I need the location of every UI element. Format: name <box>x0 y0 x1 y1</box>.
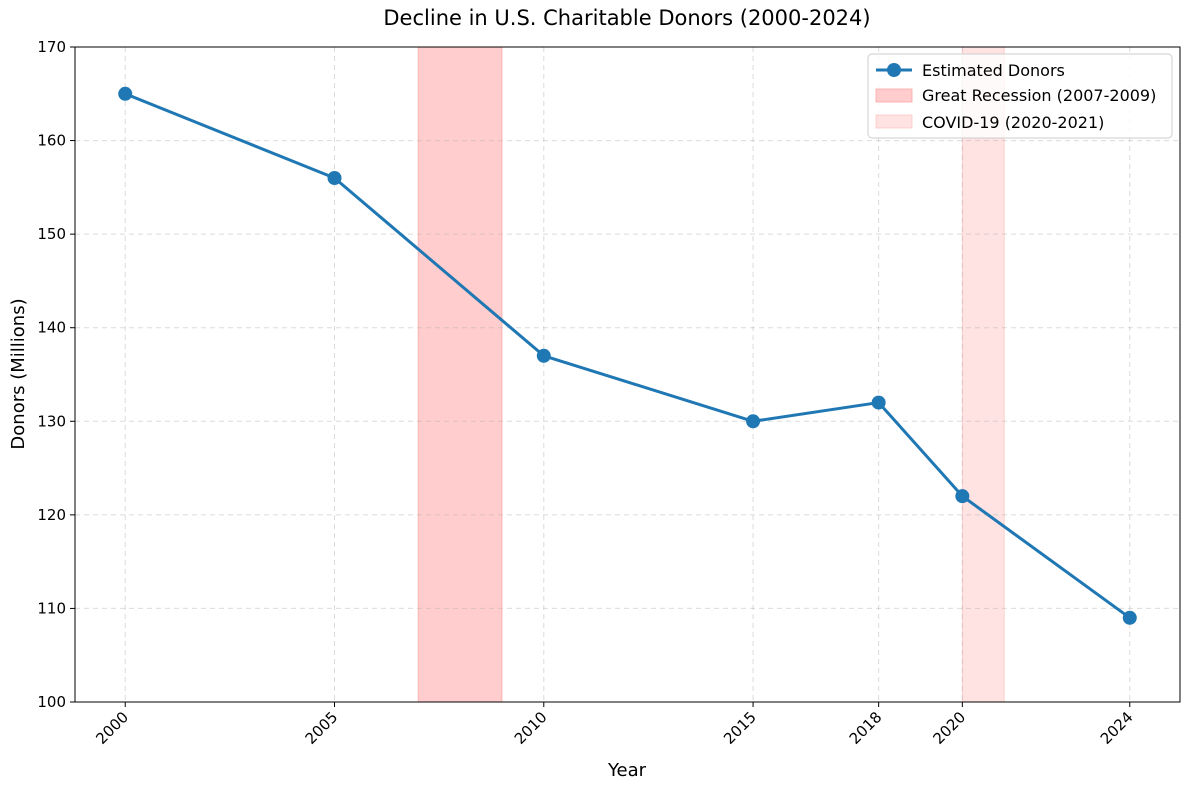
x-tick-label: 2010 <box>511 708 551 748</box>
x-axis-title: Year <box>607 760 647 781</box>
legend: Estimated Donors Great Recession (2007-2… <box>867 53 1173 139</box>
x-tick-label: 2018 <box>846 708 886 748</box>
x-tick-label: 2020 <box>929 708 969 748</box>
y-tick-label: 100 <box>37 693 66 711</box>
x-tick-label: 2024 <box>1097 708 1137 748</box>
y-axis-title: Donors (Millions) <box>8 298 29 449</box>
y-tick-label: 130 <box>37 412 66 430</box>
data-point <box>118 86 133 101</box>
data-point <box>746 414 761 429</box>
data-point <box>955 489 970 504</box>
shaded-region-1 <box>417 46 503 703</box>
legend-swatch-region-2 <box>875 114 913 129</box>
y-tick-label: 110 <box>37 599 66 617</box>
plot-area-frame <box>74 46 1181 703</box>
legend-swatch-region-1 <box>875 88 913 103</box>
legend-label-region-2: COVID-19 (2020-2021) <box>922 113 1104 132</box>
y-tick-label: 140 <box>37 319 66 337</box>
legend-label-region-1: Great Recession (2007-2009) <box>922 86 1156 105</box>
series <box>118 86 1137 625</box>
shaded-region-2 <box>961 46 1005 703</box>
x-tick-label: 2000 <box>92 708 132 748</box>
x-tick-label: 2005 <box>302 708 342 748</box>
data-point <box>871 395 886 410</box>
y-tick-label: 170 <box>37 38 66 56</box>
legend-marker-swatch <box>887 63 901 77</box>
chart-title: Decline in U.S. Charitable Donors (2000-… <box>383 6 870 30</box>
grid-lines <box>75 46 1180 703</box>
y-tick-label: 150 <box>37 225 66 243</box>
y-tick-label: 120 <box>37 506 66 524</box>
data-point <box>536 348 551 363</box>
x-tick-label: 2015 <box>720 708 760 748</box>
data-point <box>1122 610 1137 625</box>
shaded-regions <box>417 46 1005 703</box>
legend-box <box>867 53 1173 139</box>
data-point <box>327 171 342 185</box>
legend-label-series: Estimated Donors <box>922 61 1065 80</box>
y-tick-label: 160 <box>37 132 66 150</box>
